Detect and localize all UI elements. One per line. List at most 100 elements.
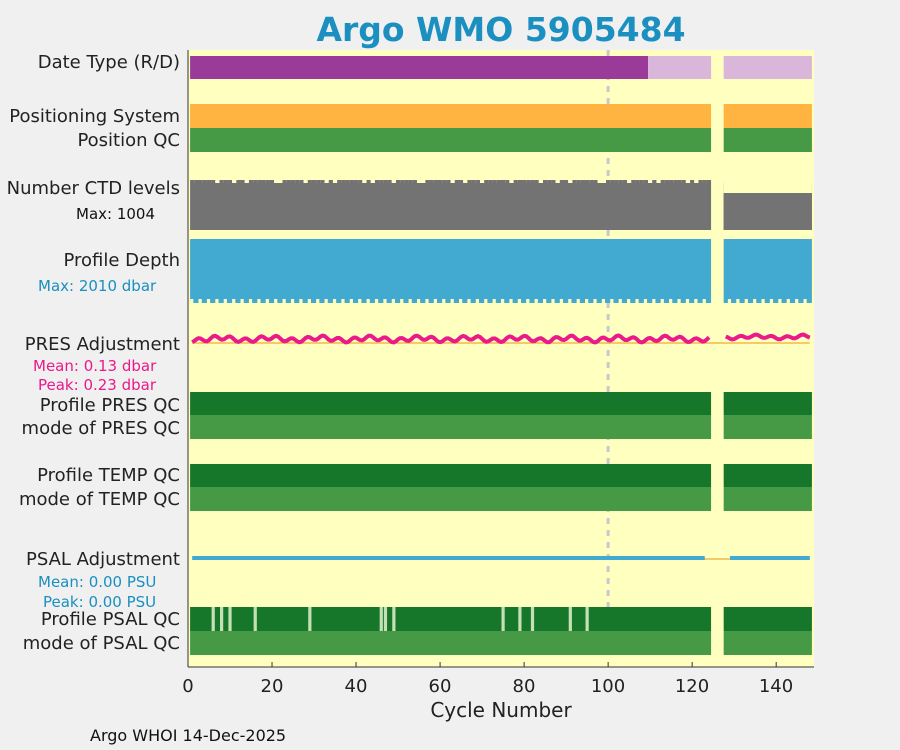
profile-depth-notch bbox=[215, 299, 219, 303]
profile-depth-notch bbox=[349, 299, 353, 303]
psal-qc-flag-mark bbox=[228, 607, 232, 631]
profile-depth-notch bbox=[442, 299, 446, 303]
footer-credit: Argo WHOI 14-Dec-2025 bbox=[90, 726, 287, 745]
x-tick-label: 140 bbox=[758, 676, 794, 697]
profile-depth-notch bbox=[358, 299, 362, 303]
ctd-levels-cap bbox=[585, 180, 590, 183]
profile-depth-notch bbox=[198, 299, 202, 303]
ctd-levels-cap bbox=[408, 180, 413, 183]
psal-qc-flag-mark bbox=[308, 607, 312, 631]
ctd-levels-notch bbox=[362, 180, 367, 183]
ctd-levels-notch bbox=[391, 180, 396, 183]
row-label-pres-adjustment: PRES Adjustment bbox=[24, 334, 180, 355]
row-label-profile-psal-qc: Profile PSAL QC bbox=[40, 609, 180, 630]
ctd-levels-cap bbox=[501, 180, 506, 183]
x-tick-label: 40 bbox=[344, 676, 368, 697]
profile-depth-notch bbox=[206, 299, 211, 303]
profile-depth-notch bbox=[223, 299, 227, 303]
ctd-levels-cap bbox=[576, 180, 581, 183]
date-type-realtime-band bbox=[723, 56, 812, 79]
ctd-levels-cap bbox=[446, 180, 451, 183]
ctd-levels-cap bbox=[589, 180, 594, 183]
ctd-levels-cap bbox=[358, 180, 363, 183]
profile-depth-notch bbox=[509, 299, 513, 303]
ctd-levels-cap bbox=[299, 180, 304, 183]
ctd-levels-cap bbox=[236, 180, 241, 183]
ctd-levels-cap bbox=[635, 180, 640, 183]
x-tick-label: 120 bbox=[674, 676, 710, 697]
profile-depth-notch bbox=[635, 299, 639, 303]
profile-depth-max-note: Max: 2010 dbar bbox=[38, 277, 157, 295]
profile-depth-notch bbox=[627, 299, 631, 303]
profile-psal-qc-band bbox=[723, 607, 812, 631]
ctd-levels-notch bbox=[648, 180, 653, 183]
ctd-levels-cap bbox=[253, 180, 258, 183]
ctd-levels-cap bbox=[543, 180, 548, 183]
ctd-levels-notch bbox=[479, 180, 485, 183]
ctd-levels-notch bbox=[370, 180, 375, 183]
profile-temp-qc-band bbox=[190, 464, 712, 487]
ctd-levels-notch bbox=[324, 180, 329, 183]
ctd-levels-notch bbox=[274, 180, 279, 183]
profile-depth-notch bbox=[736, 299, 740, 303]
ctd-levels-shorter-tail bbox=[723, 183, 812, 193]
ctd-levels-cap bbox=[429, 180, 434, 183]
ctd-levels-cap bbox=[559, 180, 565, 183]
profile-depth-notch bbox=[669, 299, 673, 303]
row-label-mode-psal-qc: mode of PSAL QC bbox=[22, 633, 180, 654]
ctd-levels-cap bbox=[307, 180, 312, 183]
ctd-levels-cap bbox=[467, 180, 472, 183]
ctd-levels-cap bbox=[505, 180, 510, 183]
ctd-levels-band bbox=[723, 193, 812, 230]
profile-depth-notch bbox=[601, 299, 606, 303]
psal-qc-flag-mark bbox=[568, 607, 572, 631]
profile-depth-notch bbox=[610, 299, 614, 303]
positioning-system-band bbox=[723, 104, 812, 128]
ctd-levels-cap bbox=[227, 180, 233, 183]
ctd-levels-notch bbox=[421, 180, 426, 183]
ctd-levels-notch bbox=[656, 180, 661, 183]
ctd-levels-cap bbox=[442, 180, 447, 183]
profile-depth-notch bbox=[727, 299, 732, 303]
ctd-levels-notch bbox=[244, 180, 249, 183]
profile-depth-notch bbox=[559, 299, 564, 303]
ctd-levels-cap bbox=[286, 180, 291, 183]
profile-depth-notch bbox=[274, 299, 278, 303]
ctd-levels-cap bbox=[618, 180, 623, 183]
row-label-mode-pres-qc: mode of PRES QC bbox=[21, 418, 180, 439]
date-type-delayed-band bbox=[190, 56, 649, 79]
ctd-levels-cap bbox=[206, 180, 212, 183]
profile-depth-notch bbox=[660, 299, 664, 303]
profile-depth-notch bbox=[618, 299, 622, 303]
profile-depth-notch bbox=[753, 299, 757, 303]
ctd-levels-notch bbox=[601, 180, 607, 183]
ctd-levels-notch bbox=[568, 180, 573, 183]
ctd-levels-cap bbox=[366, 180, 371, 183]
ctd-levels-cap bbox=[320, 180, 325, 183]
ctd-levels-cap bbox=[311, 180, 317, 183]
psal-qc-flag-mark bbox=[379, 607, 383, 631]
ctd-levels-cap bbox=[517, 180, 523, 183]
ctd-levels-notch bbox=[416, 180, 422, 183]
ctd-levels-cap bbox=[652, 180, 657, 183]
psal-qc-flag-mark bbox=[392, 607, 396, 631]
ctd-levels-notch bbox=[509, 180, 514, 183]
profile-depth-notch bbox=[383, 299, 387, 303]
ctd-levels-cap bbox=[631, 180, 636, 183]
profile-depth-notch bbox=[803, 299, 807, 303]
mode-temp-qc-band bbox=[723, 487, 812, 511]
profile-depth-notch bbox=[534, 299, 538, 303]
profile-depth-notch bbox=[425, 299, 429, 303]
psal-qc-flag-mark bbox=[211, 607, 215, 631]
row-label-profile-depth: Profile Depth bbox=[63, 250, 180, 271]
x-axis-label: Cycle Number bbox=[430, 698, 572, 722]
profile-depth-notch bbox=[366, 299, 370, 303]
date-type-realtime-band bbox=[648, 56, 712, 79]
ctd-levels-cap bbox=[513, 180, 518, 183]
profile-depth-notch bbox=[341, 299, 345, 303]
ctd-levels-cap bbox=[433, 180, 438, 183]
x-tick-label: 80 bbox=[512, 676, 536, 697]
profile-depth-notch bbox=[416, 299, 421, 303]
ctd-levels-cap bbox=[341, 180, 346, 183]
